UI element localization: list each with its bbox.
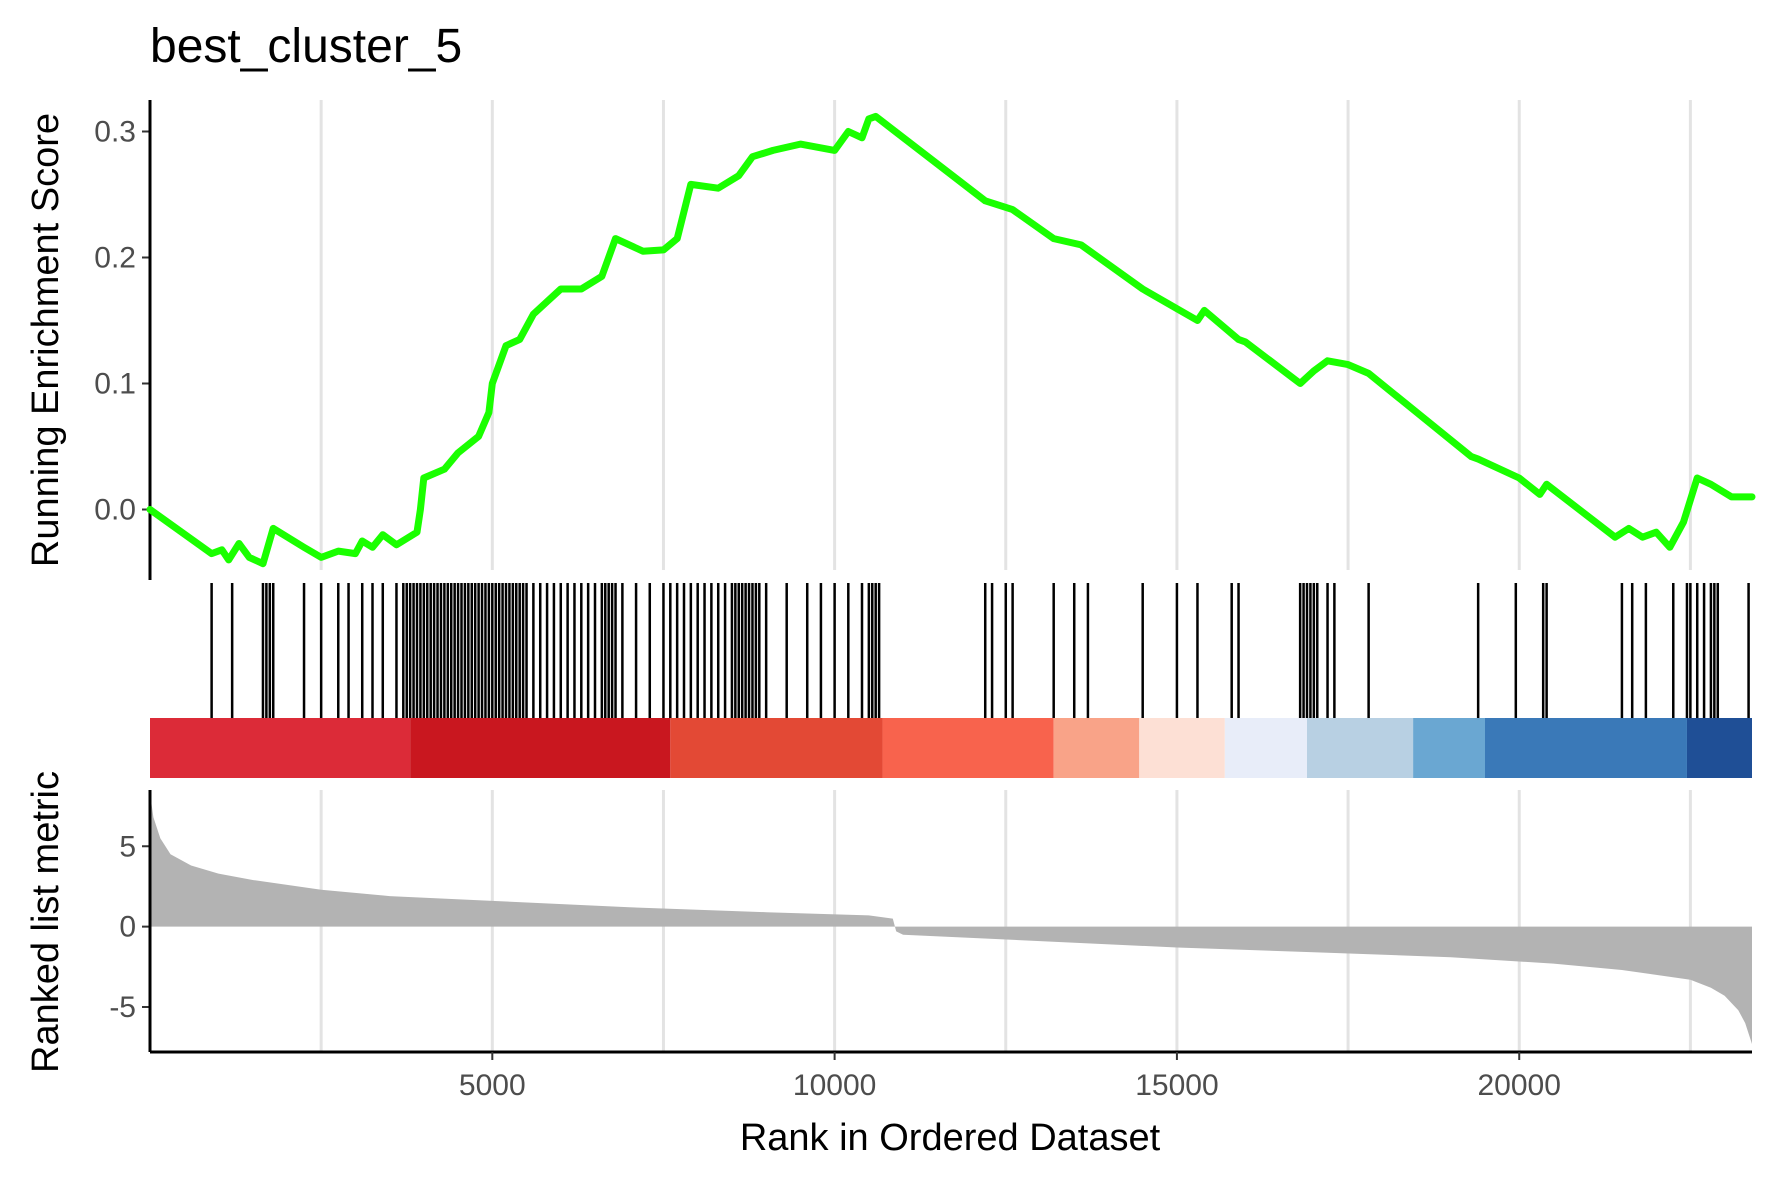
color-bar-bin: [1053, 718, 1140, 778]
metric-y-axis-title: Ranked list metric: [25, 771, 67, 1073]
metric-y-tick-label: -5: [109, 991, 136, 1024]
color-bar-bin: [1686, 718, 1752, 778]
running-es-panel: 0.0 0.1 0.2 0.3 Running Enrichment Score: [25, 100, 1756, 718]
x-axis-ticks: 5000 10000 15000 20000: [459, 1052, 1561, 1102]
color-bar-bin: [1485, 718, 1687, 778]
x-tick-label: 15000: [1135, 1069, 1218, 1102]
color-bar-bin: [150, 718, 411, 778]
x-tick-label: 10000: [793, 1069, 876, 1102]
metric-y-tick-label: 0: [119, 911, 136, 944]
rank-color-bar: [150, 718, 1752, 778]
es-y-axis-ticks: 0.0 0.1 0.2 0.3: [94, 116, 150, 527]
color-bar-bin: [1307, 718, 1414, 778]
es-y-tick-label: 0.3: [94, 116, 136, 149]
ranked-metric-panel: -5 0 5 5000 10000 15000 20000 Ranked list met…: [25, 771, 1752, 1159]
running-es-line: [146, 112, 1756, 568]
es-y-tick-label: 0.2: [94, 242, 136, 275]
es-y-axis-title: Running Enrichment Score: [25, 113, 67, 567]
color-bar-bin: [882, 718, 1054, 778]
x-tick-label: 20000: [1478, 1069, 1561, 1102]
ranked-metric-area: [150, 793, 1752, 1044]
es-y-tick-label: 0.1: [94, 368, 136, 401]
color-bar-bin: [1139, 718, 1225, 778]
color-bar-bin: [1413, 718, 1485, 778]
x-tick-label: 5000: [459, 1069, 526, 1102]
x-axis-title: Rank in Ordered Dataset: [740, 1117, 1161, 1159]
color-bar-bin: [1224, 718, 1307, 778]
color-bar-bin: [670, 718, 883, 778]
metric-y-tick-label: 5: [119, 830, 136, 863]
es-gridlines: [319, 100, 1692, 570]
chart-title: best_cluster_5: [150, 20, 462, 73]
color-bar-bin: [410, 718, 671, 778]
gene-hit-ticks: [210, 583, 1750, 718]
metric-y-axis-ticks: -5 0 5: [109, 830, 150, 1024]
es-y-tick-label: 0.0: [94, 494, 136, 527]
